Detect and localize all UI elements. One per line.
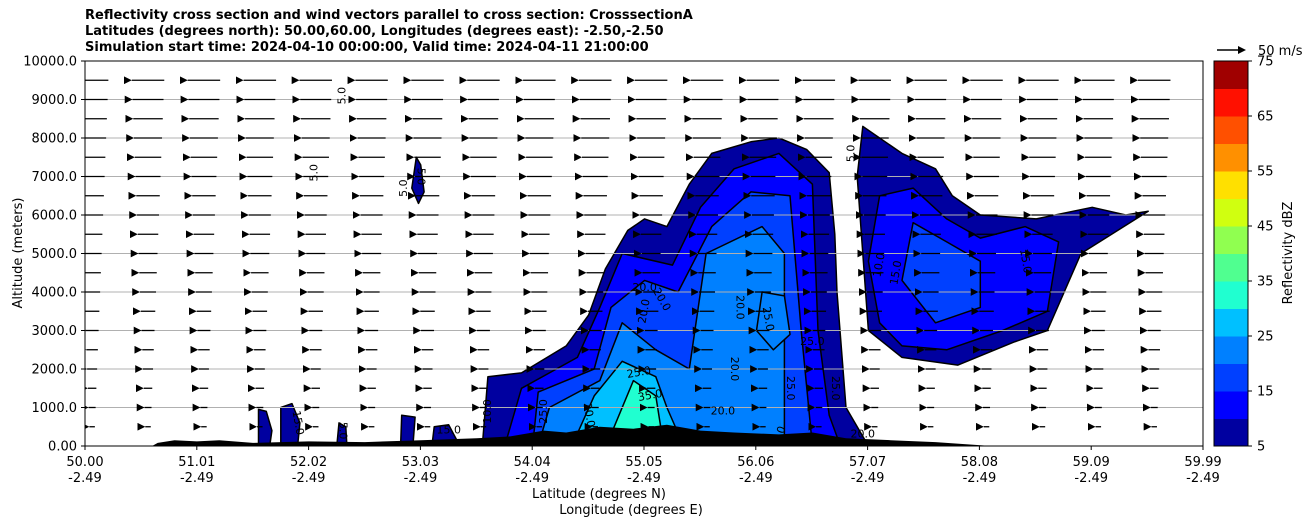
contour-label: 15.0: [290, 410, 307, 436]
y-tick-label: 7000.0: [32, 170, 78, 185]
x-tick-label-lat: 51.01: [178, 455, 215, 470]
x-tick-label-lat: 56.06: [737, 455, 774, 470]
x-tick-label-lat: 57.07: [849, 455, 886, 470]
x-tick-label-lon: -2.49: [404, 471, 438, 486]
colorbar-segment: [1214, 143, 1248, 172]
contour-label: 5.0: [307, 164, 320, 182]
contour-label: 5.0: [335, 87, 348, 105]
chart-title-line-2: Latitudes (degrees north): 50.00,60.00, …: [85, 24, 664, 39]
contour-label: 15.0: [1017, 248, 1034, 274]
contour-label: 15.0: [887, 260, 904, 286]
x-tick-label-lon: -2.49: [627, 471, 661, 486]
cell-small-2: [280, 402, 301, 446]
contour-label: 25.0: [829, 376, 842, 401]
x-tick-label-lon: -2.49: [851, 471, 885, 486]
colorbar-segment: [1214, 116, 1248, 144]
colorbar-tick-label: 35: [1257, 275, 1274, 290]
y-tick-label: 4000.0: [32, 286, 78, 301]
x-tick-label-lat: 58.08: [961, 455, 998, 470]
x-tick-label-lat: 55.05: [625, 455, 662, 470]
colorbar-segment: [1214, 253, 1248, 282]
colorbar-label: Reflectivity dBZ: [1281, 202, 1296, 305]
colorbar-segment: [1214, 61, 1248, 89]
colorbar-tick-label: 45: [1257, 220, 1274, 235]
x-tick-label-lat: 50.00: [66, 455, 103, 470]
x-tick-label-lon: -2.49: [963, 471, 997, 486]
x-tick-label-lon: -2.49: [1074, 471, 1108, 486]
colorbar-tick-label: 55: [1257, 165, 1274, 180]
y-tick-label: 10000.0: [23, 55, 77, 70]
cell-small-1: [257, 408, 273, 446]
colorbar-segment: [1214, 363, 1248, 392]
wind-reference-arrowhead: [1238, 46, 1246, 54]
x-tick-label-lat: 59.99: [1184, 455, 1221, 470]
colorbar-tick-label: 25: [1257, 330, 1274, 345]
x-tick-label-lon: -2.49: [292, 471, 326, 486]
contour-label: 5.0: [415, 168, 428, 186]
contour-label: 25.0: [800, 335, 825, 348]
chart-title-line-1: Reflectivity cross section and wind vect…: [85, 8, 693, 23]
y-tick-label: 0.00: [48, 440, 77, 455]
contour-label: 20.0: [632, 281, 657, 294]
colorbar-segment: [1214, 308, 1248, 337]
x-tick-label-lon: -2.49: [739, 471, 773, 486]
contour-label: 5.0: [845, 145, 858, 163]
contour-label: 5.0: [397, 179, 410, 197]
contour-label: 35.0: [637, 387, 663, 404]
colorbar-segment: [1214, 281, 1248, 309]
contour-label: 25.0: [537, 399, 550, 424]
contour-label: 5.0: [336, 422, 349, 440]
contour-label: 20.0: [734, 295, 747, 320]
colorbar-frame: [1213, 60, 1249, 447]
x-tick-label-lon: -2.49: [68, 471, 102, 486]
x-tick-label-lon: -2.49: [515, 471, 549, 486]
colorbar-segment: [1214, 226, 1248, 254]
x-tick-label-lat: 53.03: [402, 455, 439, 470]
contour-label: 15.0: [436, 424, 461, 437]
cell-small-3: [336, 422, 348, 446]
colorbar-segment: [1214, 391, 1248, 419]
y-axis-label: Altitude (meters): [11, 198, 26, 309]
y-tick-label: 9000.0: [32, 93, 78, 108]
contour-label: 30.0: [581, 402, 598, 428]
x-axis-label-2: Longitude (degrees E): [559, 503, 703, 518]
y-tick-label: 3000.0: [32, 324, 78, 339]
contour-label: 20.0: [711, 404, 736, 417]
contour-label: 20.0: [636, 298, 653, 324]
colorbar-segment: [1214, 171, 1248, 199]
east-20: [901, 221, 982, 324]
x-tick-label-lat: 54.04: [514, 455, 551, 470]
y-tick-label: 6000.0: [32, 209, 78, 224]
contour-label: 10.0: [871, 252, 888, 278]
y-tick-label: 1000.0: [32, 401, 78, 416]
contour-label: 25.0: [760, 306, 777, 332]
x-tick-label-lon: -2.49: [180, 471, 214, 486]
cell-small-4: [399, 414, 416, 446]
contour-label: 10.0: [481, 399, 494, 424]
colorbar-segment: [1214, 418, 1248, 447]
core-25-upper: [755, 291, 791, 351]
colorbar-tick-label: 5: [1257, 440, 1265, 455]
x-axis-label: Latitude (degrees N): [532, 487, 666, 502]
contour-label: 20.0: [728, 357, 741, 382]
y-tick-label: 8000.0: [32, 132, 78, 147]
terrain-silhouette: [152, 424, 992, 446]
y-tick-label: 2000.0: [32, 363, 78, 378]
colorbar-segment: [1214, 198, 1248, 227]
chart-title-line-3: Simulation start time: 2024-04-10 00:00:…: [85, 40, 649, 55]
colorbar-segment: [1214, 88, 1248, 117]
y-tick-label: 5000.0: [32, 247, 78, 262]
colorbar-segment: [1214, 336, 1248, 364]
x-tick-label-lat: 59.09: [1073, 455, 1110, 470]
contour-label: 25.0: [626, 364, 652, 381]
colorbar-tick-label: 65: [1257, 110, 1274, 125]
wind-reference-label: 50 m/s: [1258, 44, 1303, 59]
contour-label: 20.0: [851, 427, 876, 440]
contour-label: 25.0: [784, 376, 797, 401]
x-tick-label-lat: 52.02: [290, 455, 327, 470]
colorbar-tick-label: 15: [1257, 385, 1274, 400]
x-tick-label-lon: -2.49: [1186, 471, 1220, 486]
colorbar-tick-label: 75: [1257, 55, 1274, 70]
